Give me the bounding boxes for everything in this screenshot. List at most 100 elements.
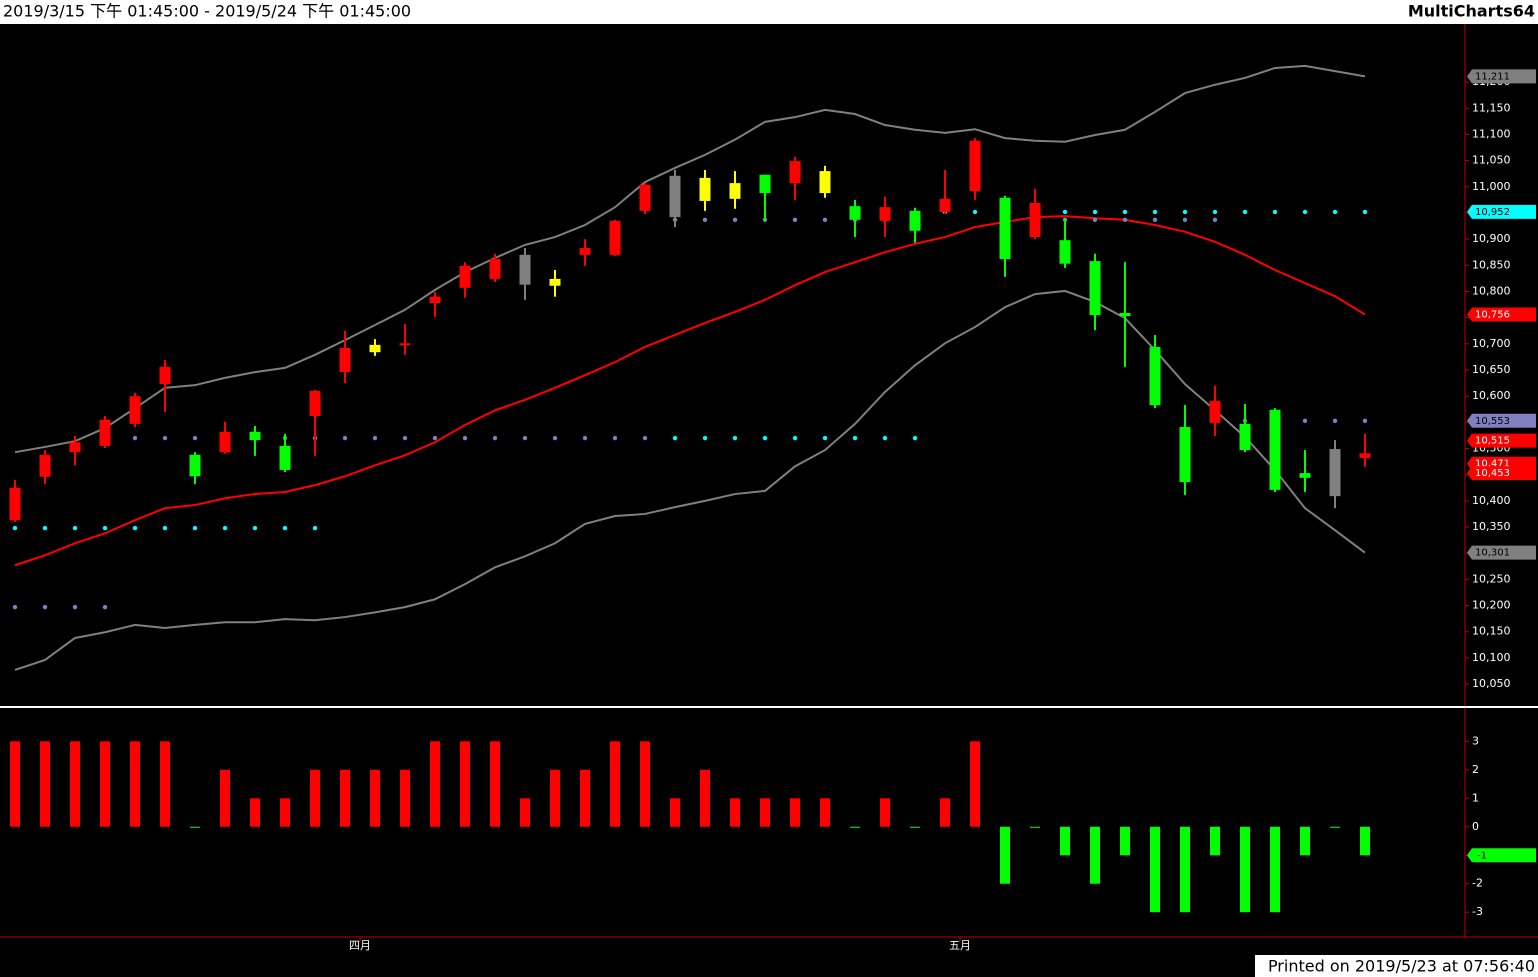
price-label: 10,553 [1475, 416, 1510, 427]
y-tick-label: 11,000 [1472, 180, 1511, 193]
candle-body [249, 431, 261, 441]
stop-dot [102, 604, 108, 610]
candle-body [219, 431, 231, 453]
histogram-bar [1330, 826, 1340, 828]
value-label-box [1467, 848, 1536, 863]
histogram-bar [130, 741, 140, 827]
stop-dot [732, 435, 738, 441]
stop-dot [192, 525, 198, 531]
histogram-bar [580, 769, 590, 827]
candle-body [339, 348, 351, 373]
candle-body [1089, 261, 1101, 316]
candle-body [279, 445, 291, 470]
app-name: MultiCharts64 [1408, 2, 1535, 21]
candle-body [669, 175, 681, 218]
stop-dot [1332, 209, 1338, 215]
y-tick-label: -2 [1472, 877, 1483, 890]
stop-dot [1302, 418, 1308, 423]
candle-body [759, 174, 771, 194]
y-tick-label: 10,100 [1472, 651, 1511, 664]
histogram-bar [1060, 826, 1070, 856]
histogram-bar [730, 798, 740, 827]
stop-dot [132, 525, 138, 531]
stop-dot [1182, 209, 1188, 215]
candle-body [909, 210, 921, 231]
stop-dot [732, 217, 738, 222]
candle-body [999, 197, 1011, 260]
y-tick-label: 11,050 [1472, 154, 1511, 167]
stop-dot [42, 525, 48, 531]
stop-dot [462, 435, 468, 441]
candle-body [369, 344, 381, 353]
footer-bar [1255, 955, 1538, 977]
histogram-bar [250, 798, 260, 827]
candle-body [99, 419, 111, 446]
stop-dot [372, 435, 378, 441]
stop-dot [1152, 217, 1158, 222]
histogram-bar [430, 741, 440, 827]
candle-body [609, 220, 621, 255]
stop-dot [822, 217, 828, 222]
stop-dot [282, 525, 288, 531]
stop-dot [12, 525, 18, 531]
histogram-bar [340, 769, 350, 827]
stop-dot [12, 604, 18, 610]
candle-body [189, 454, 201, 477]
price-label-box [1467, 204, 1536, 219]
histogram-bar [520, 798, 530, 827]
histogram-bar [700, 769, 710, 827]
y-tick-label: 11,150 [1472, 101, 1511, 114]
stop-dot [1212, 217, 1218, 222]
stop-dot [342, 435, 348, 441]
histogram-bar [190, 826, 200, 828]
stop-dot [1302, 209, 1308, 215]
candle-body [1299, 473, 1311, 478]
price-label: 11,211 [1475, 71, 1510, 82]
stop-dot [792, 435, 798, 441]
y-tick-label: 10,700 [1472, 337, 1511, 350]
price-label: 10,756 [1475, 310, 1510, 321]
band-line [14, 215, 1366, 567]
y-tick-label: 10,150 [1472, 625, 1511, 638]
candle-body [429, 296, 441, 303]
candle-body [579, 248, 591, 255]
histogram-bar [970, 741, 980, 827]
price-label-box [1467, 69, 1536, 84]
candle-body [9, 487, 21, 521]
candle-body [549, 278, 561, 286]
histogram-bar [280, 798, 290, 827]
histogram-bar [40, 741, 50, 827]
histogram-bar [1090, 826, 1100, 884]
histogram-bar [1180, 826, 1190, 913]
stop-dot [612, 435, 618, 441]
price-label-box [1467, 307, 1536, 322]
histogram-bar [1210, 826, 1220, 856]
stop-dot [222, 525, 228, 531]
price-label-box [1467, 413, 1536, 428]
stop-dot [1362, 418, 1368, 423]
candle-body [939, 198, 951, 212]
histogram-bar [550, 769, 560, 827]
stop-dot [432, 435, 438, 441]
histogram-bar [910, 826, 920, 828]
candle-body [729, 183, 741, 199]
y-tick-label: 10,350 [1472, 520, 1511, 533]
candle-body [1239, 423, 1251, 451]
candle-body [1119, 312, 1131, 317]
candle-body [699, 177, 711, 201]
price-label: 10,952 [1475, 207, 1510, 218]
stop-dot [822, 435, 828, 441]
date-range: 2019/3/15 下午 01:45:00 - 2019/5/24 下午 01:… [3, 2, 411, 21]
stop-dot [162, 435, 168, 441]
stop-dot [972, 209, 978, 215]
histogram-bar [760, 798, 770, 827]
candle-body [1149, 346, 1161, 406]
candle-body [69, 442, 81, 453]
stop-dot [1092, 209, 1098, 215]
histogram-bar [490, 741, 500, 827]
x-tick-label: 五月 [949, 939, 971, 952]
stop-dot [1272, 209, 1278, 215]
price-label-box [1467, 433, 1536, 448]
stop-dot [642, 435, 648, 441]
y-tick-label: 10,050 [1472, 677, 1511, 690]
